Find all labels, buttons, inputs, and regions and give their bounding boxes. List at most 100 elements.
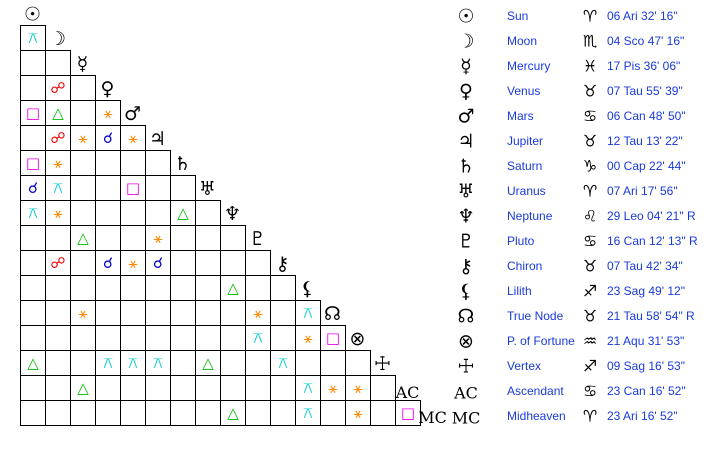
grid-cell [70,400,96,426]
grid-cell [220,350,246,376]
grid-planet-glyph: ♇ [249,228,266,250]
grid-cell [170,275,196,301]
grid-planet-glyph: ♂ [124,103,141,125]
grid-cell [145,300,171,326]
planet-name: Lilith [507,284,532,298]
grid-cell [145,275,171,301]
aspect-symbol: ⚻ [103,354,113,372]
grid-cell [95,225,121,251]
grid-cell [195,325,221,351]
aspect-symbol: ⚹ [53,154,62,172]
grid-cell [95,325,121,351]
grid-cell [20,400,46,426]
planet-position: 07 Tau 55' 39" [607,84,683,98]
grid-cell [120,150,146,176]
planet-glyph: ♄ [457,156,474,178]
aspect-symbol: △ [77,229,89,247]
grid-cell [45,225,71,251]
aspect-symbol: ⚹ [53,204,62,222]
grid-cell [245,350,271,376]
grid-cell [195,375,221,401]
grid-cell [270,375,296,401]
planet-name: P. of Fortune [507,334,575,348]
grid-planet-glyph: ⊗ [350,328,366,350]
grid-cell [195,400,221,426]
aspect-symbol: ⚻ [53,179,63,197]
grid-cell [320,400,346,426]
grid-cell [370,400,396,426]
planet-glyph: ⚸ [459,281,473,303]
grid-cell [195,250,221,276]
sign-glyph: ♉ [583,132,597,151]
grid-cell [45,275,71,301]
grid-cell [170,375,196,401]
sign-glyph: ♌ [583,207,597,226]
grid-cell [270,300,296,326]
grid-cell [20,275,46,301]
grid-cell [270,325,296,351]
grid-cell [70,250,96,276]
planet-position: 12 Tau 13' 22" [607,134,683,148]
aspect-symbol: □ [401,404,415,422]
grid-planet-glyph: ♆ [224,203,241,225]
grid-cell [220,300,246,326]
aspect-symbol: ⚹ [353,379,362,397]
aspect-symbol: ⚻ [153,354,163,372]
planet-glyph: ♃ [457,131,474,153]
planet-name: Midheaven [507,409,566,423]
grid-planet-glyph: ☩ [374,353,391,375]
grid-cell [170,300,196,326]
aspect-symbol: ⚻ [253,329,263,347]
grid-cell [95,400,121,426]
aspect-symbol: ⚻ [128,354,138,372]
sign-glyph: ♏ [583,32,597,51]
planet-name: Venus [507,84,540,98]
aspect-symbol: ☍ [50,254,65,272]
grid-cell [70,75,96,101]
grid-cell [20,125,46,151]
grid-cell [20,300,46,326]
grid-cell [95,275,121,301]
grid-cell [270,400,296,426]
planet-position: 07 Ari 17' 56" [607,184,678,198]
aspect-symbol: ☍ [50,129,65,147]
grid-cell [20,375,46,401]
sign-glyph: ♈ [583,407,597,426]
grid-cell [95,200,121,226]
planet-position: 09 Sag 16' 53" [607,359,685,373]
grid-cell [120,275,146,301]
grid-cell [145,325,171,351]
grid-cell [120,325,146,351]
sign-glyph: ♓ [583,57,597,76]
grid-cell [70,350,96,376]
planet-position: 04 Sco 47' 16" [607,34,684,48]
grid-planet-glyph: ♄ [174,153,191,175]
planet-position: 23 Sag 49' 12" [607,284,685,298]
aspect-symbol: △ [77,379,89,397]
planet-glyph: ♇ [457,231,474,253]
grid-cell [370,375,396,401]
planet-position: 06 Ari 32' 16" [607,9,678,23]
aspect-symbol: △ [202,354,214,372]
sign-glyph: ♋ [583,107,597,126]
grid-cell [70,325,96,351]
aspect-symbol: ⚻ [278,354,288,372]
planet-glyph: ⊗ [458,331,474,353]
aspect-symbol: ⚹ [78,304,87,322]
grid-cell [70,175,96,201]
planet-name: Vertex [507,359,541,373]
grid-cell [245,375,271,401]
aspect-symbol: ⚻ [303,304,313,322]
sign-glyph: ♒ [583,332,597,351]
grid-cell [45,325,71,351]
aspect-symbol: ⚻ [303,379,313,397]
grid-cell [20,250,46,276]
planet-position: 23 Ari 16' 52" [607,409,678,423]
planet-name: True Node [507,309,564,323]
sign-glyph: ♉ [583,307,597,326]
grid-cell [170,250,196,276]
grid-cell [245,400,271,426]
sign-glyph: ♐ [583,357,597,376]
grid-cell [170,325,196,351]
